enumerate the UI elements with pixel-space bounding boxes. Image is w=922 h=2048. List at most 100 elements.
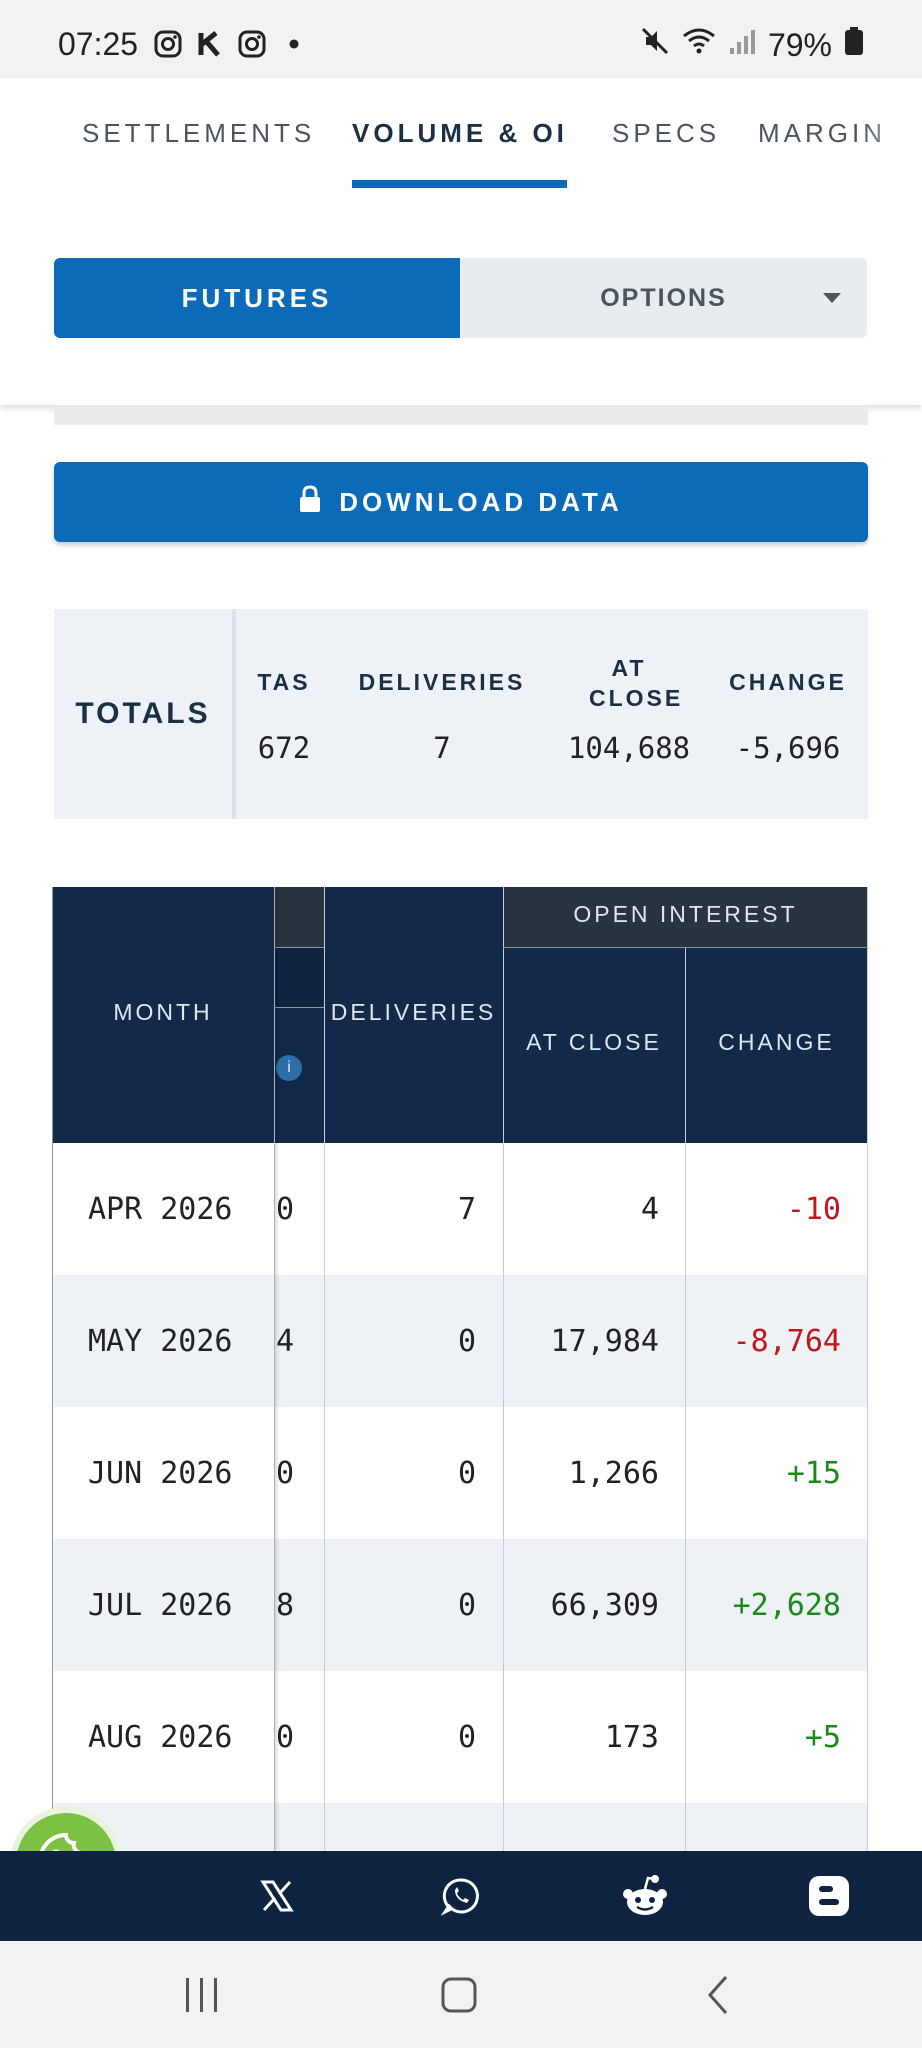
deliveries-cell: 0 <box>457 1719 476 1755</box>
options-label: OPTIONS <box>600 283 727 312</box>
tab-specs[interactable]: SPECS <box>612 118 721 148</box>
partial-cell: 0 <box>276 1191 295 1227</box>
section-tabs: SETTLEMENTS VOLUME & OI SPECS MARGIN <box>0 78 922 190</box>
hidden-column-header-top <box>274 887 324 947</box>
partial-cell: 0 <box>276 1455 295 1491</box>
column-divider <box>503 887 504 1851</box>
month-cell: JUL 2026 <box>88 1587 233 1623</box>
totals-at-close-value: 104,688 <box>567 731 691 765</box>
header-divider <box>274 1007 324 1008</box>
table-row: AUG 2026 0 0 173 +5 <box>52 1671 868 1803</box>
tab-volume-oi[interactable]: VOLUME & OI <box>352 118 568 148</box>
status-time: 07:25 <box>58 26 139 62</box>
deliveries-cell: 0 <box>457 1587 476 1623</box>
tab-margins[interactable]: MARGIN <box>758 118 886 148</box>
futures-label: FUTURES <box>181 282 333 313</box>
totals-at-close-header: AT CLOSE <box>589 655 684 711</box>
change-cell: -10 <box>786 1191 841 1227</box>
info-icon[interactable]: i <box>276 1055 302 1081</box>
home-icon[interactable] <box>440 1976 478 2019</box>
blogger-icon[interactable] <box>804 1871 854 1921</box>
totals-change-value: -5,696 <box>735 731 841 765</box>
totals-tas-header: TAS <box>257 669 311 695</box>
open-interest-header: OPEN INTEREST <box>573 901 798 927</box>
totals-change-header: CHANGE <box>729 669 847 695</box>
deliveries-header: DELIVERIES <box>330 999 497 1025</box>
at-close-cell: 4 <box>640 1191 659 1227</box>
deliveries-cell: 7 <box>457 1191 476 1227</box>
column-divider <box>274 887 275 1851</box>
whatsapp-icon[interactable] <box>436 1871 486 1921</box>
totals-tas-value: 672 <box>257 731 311 765</box>
totals-tas: TAS 672 <box>254 609 314 765</box>
back-icon[interactable] <box>704 1974 732 2021</box>
at-close-cell: 66,309 <box>550 1587 659 1623</box>
totals-deliveries: DELIVERIES 7 <box>352 609 532 765</box>
month-header: MONTH <box>113 999 213 1025</box>
futures-button[interactable]: FUTURES <box>54 258 460 338</box>
signal-icon <box>728 26 756 64</box>
change-cell: -8,764 <box>732 1323 841 1359</box>
download-data-label: DOWNLOAD DATA <box>339 486 623 517</box>
instagram-icon <box>152 28 184 60</box>
change-header: CHANGE <box>718 1029 835 1055</box>
table-border-left <box>52 887 53 1851</box>
deliveries-cell: 0 <box>457 1323 476 1359</box>
totals-change: CHANGE -5,696 <box>720 609 856 765</box>
change-cell: +15 <box>786 1455 841 1491</box>
table-row: MAY 2026 4 0 17,984 -8,764 <box>52 1275 868 1407</box>
header-divider <box>274 947 324 948</box>
table-row: APR 2026 0 7 4 -10 <box>52 1143 868 1275</box>
header-divider <box>503 947 868 948</box>
tab-scroll-fade <box>862 78 922 190</box>
k-app-icon <box>194 28 226 60</box>
divider-strip <box>54 405 868 425</box>
hidden-column-header-mid <box>274 947 324 1007</box>
tab-settlements[interactable]: SETTLEMENTS <box>82 118 316 148</box>
mute-icon <box>640 26 670 64</box>
month-cell: APR 2026 <box>88 1191 233 1227</box>
totals-at-close: AT CLOSE 104,688 <box>554 609 704 765</box>
month-cell: AUG 2026 <box>88 1719 233 1755</box>
status-notification-icons <box>152 28 310 60</box>
totals-deliveries-value: 7 <box>433 731 451 765</box>
partial-cell: 4 <box>276 1323 295 1359</box>
totals-panel: TOTALS TAS 672 DELIVERIES 7 AT CLOSE 104… <box>54 609 868 819</box>
deliveries-cell: 0 <box>457 1455 476 1491</box>
column-divider <box>324 887 325 1851</box>
battery-icon <box>844 26 864 64</box>
status-system-icons: 79% <box>640 26 864 64</box>
system-navigation-bar <box>0 1941 922 2048</box>
wifi-icon <box>682 26 716 64</box>
dot-icon <box>278 28 310 60</box>
product-type-card: FUTURES OPTIONS <box>0 190 922 405</box>
table-row: JUL 2026 8 0 66,309 +2,628 <box>52 1539 868 1671</box>
month-cell: MAY 2026 <box>88 1323 233 1359</box>
change-cell: +2,628 <box>732 1587 841 1623</box>
table-row: JUN 2026 0 0 1,266 +15 <box>52 1407 868 1539</box>
reddit-icon[interactable] <box>620 1871 670 1921</box>
x-icon[interactable] <box>252 1871 302 1921</box>
status-bar: 07:25 79% <box>0 0 922 78</box>
share-bar <box>0 1851 922 1941</box>
at-close-cell: 17,984 <box>550 1323 659 1359</box>
totals-label-cell: TOTALS <box>54 609 236 819</box>
sticky-month-column-shadow <box>52 887 274 1851</box>
table-row <box>52 1803 868 1851</box>
at-close-header: AT CLOSE <box>526 1029 662 1055</box>
active-tab-indicator <box>352 180 567 188</box>
partial-cell: 0 <box>276 1719 295 1755</box>
options-dropdown[interactable]: OPTIONS <box>460 258 867 338</box>
totals-label: TOTALS <box>75 697 211 730</box>
download-data-button[interactable]: DOWNLOAD DATA <box>54 462 868 542</box>
battery-percent: 79% <box>767 26 832 63</box>
at-close-cell: 173 <box>604 1719 659 1755</box>
at-close-cell: 1,266 <box>568 1455 659 1491</box>
month-cell: JUN 2026 <box>88 1455 233 1491</box>
totals-deliveries-header: DELIVERIES <box>358 669 526 695</box>
change-cell: +5 <box>804 1719 841 1755</box>
volume-oi-table[interactable]: OPEN INTEREST MONTH DELIVERIES AT CLOSE … <box>52 887 868 1851</box>
recent-apps-icon[interactable] <box>182 1976 222 2019</box>
chevron-down-icon <box>823 293 841 303</box>
table-border-right <box>867 887 868 1851</box>
